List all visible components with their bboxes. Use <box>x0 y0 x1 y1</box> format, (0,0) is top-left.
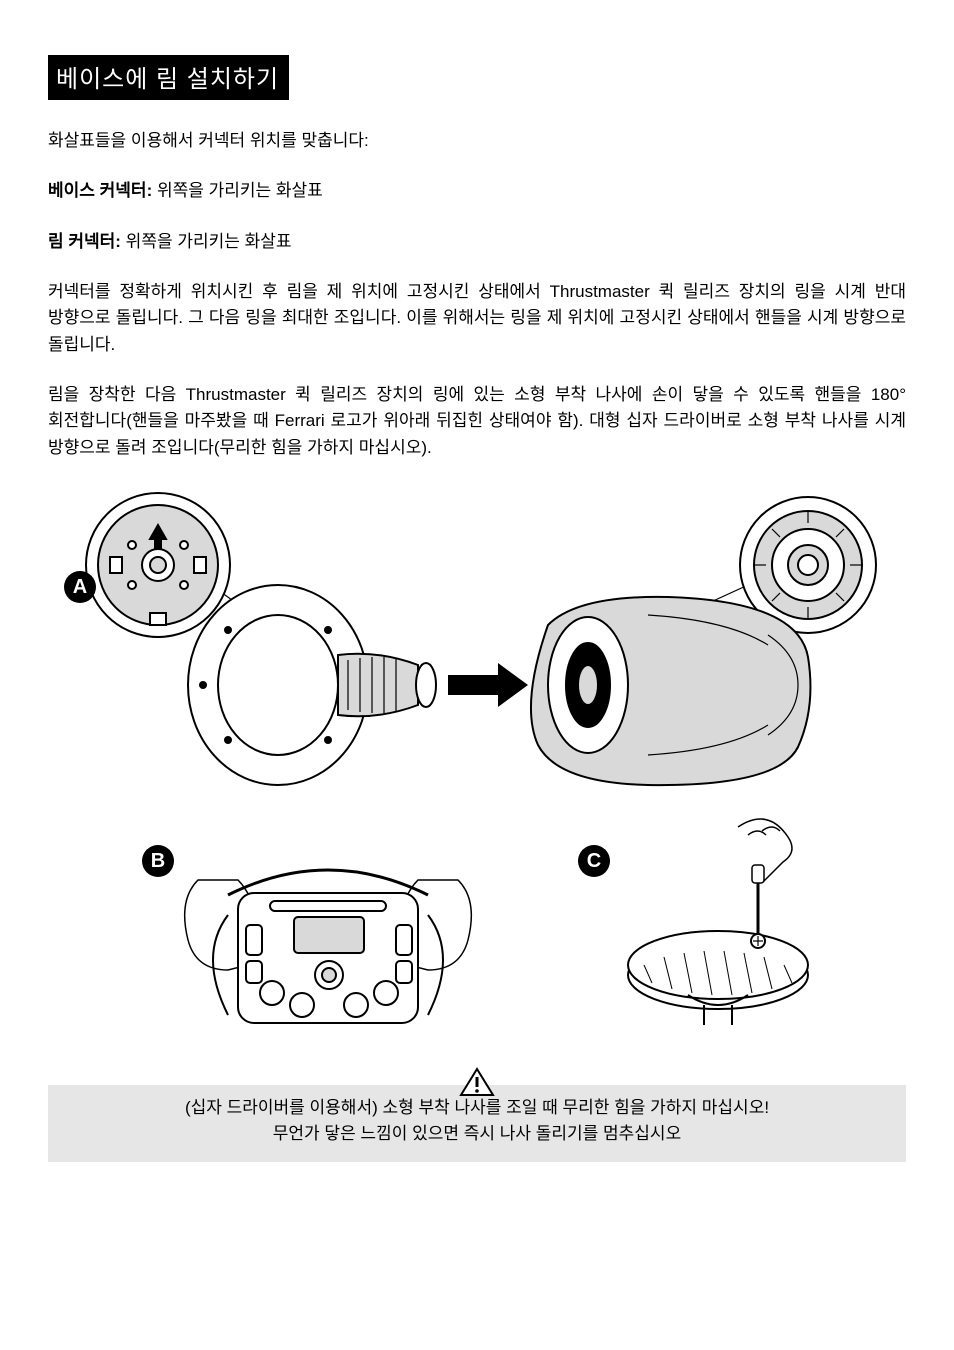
rim-shaft <box>188 585 436 785</box>
screw-tighten <box>628 819 808 1025</box>
marker-c: C <box>578 845 610 877</box>
paragraph-install-2: 림을 장착한 다음 Thrustmaster 퀵 릴리즈 장치의 링에 있는 소… <box>48 382 906 461</box>
paragraph-base-connector: 베이스 커넥터: 위쪽을 가리키는 화살표 <box>48 178 906 204</box>
section-title: 베이스에 림 설치하기 <box>48 55 289 100</box>
installation-diagram: A B C <box>48 485 906 1045</box>
warning-line-1: (십자 드라이버를 이용해서) 소형 부착 나사를 조일 때 무리한 힘을 가하… <box>68 1095 886 1121</box>
warning-icon <box>459 1067 495 1097</box>
warning-line-2: 무언가 닿은 느낌이 있으면 즉시 나사 돌리기를 멈추십시오 <box>68 1121 886 1147</box>
marker-b: B <box>142 845 174 877</box>
base-connector-label: 베이스 커넥터: <box>48 181 152 200</box>
warning-box: (십자 드라이버를 이용해서) 소형 부착 나사를 조일 때 무리한 힘을 가하… <box>48 1085 906 1162</box>
paragraph-rim-connector: 림 커넥터: 위쪽을 가리키는 화살표 <box>48 229 906 255</box>
rim-connector-label: 림 커넥터: <box>48 232 121 251</box>
base-unit <box>531 597 811 785</box>
paragraph-intro: 화살표들을 이용해서 커넥터 위치를 맞춥니다: <box>48 128 906 154</box>
base-connector-text: 위쪽을 가리키는 화살표 <box>152 181 323 200</box>
paragraph-install-1: 커넥터를 정확하게 위치시킨 후 림을 제 위치에 고정시킨 상태에서 Thru… <box>48 279 906 358</box>
rim-connector-text: 위쪽을 가리키는 화살표 <box>121 232 292 251</box>
diagram-svg <box>48 485 906 1045</box>
steering-wheel-front <box>185 870 472 1023</box>
connector-rim-face <box>86 493 230 637</box>
marker-a: A <box>64 571 96 603</box>
document-page: 베이스에 림 설치하기 화살표들을 이용해서 커넥터 위치를 맞춥니다: 베이스… <box>0 0 954 1350</box>
insert-arrow <box>448 663 528 707</box>
